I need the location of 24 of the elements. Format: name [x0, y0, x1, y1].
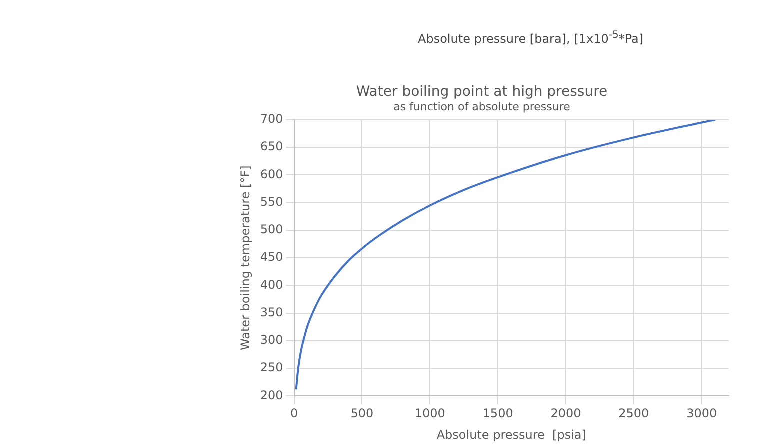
- y-tick-label: 400: [260, 278, 284, 292]
- chart-subtitle: as function of absolute pressure: [394, 100, 571, 114]
- x-axis-title: Absolute pressure [psia]: [436, 428, 586, 442]
- x-tick-label: 1500: [482, 406, 514, 421]
- y-tick-label: 300: [260, 333, 284, 348]
- x-tick-label: 500: [350, 406, 374, 421]
- x-tick-label: 2000: [550, 406, 582, 421]
- line-series: [295, 120, 716, 391]
- y-tick-label: 500: [260, 222, 284, 237]
- x-tick-label: 1000: [414, 406, 446, 421]
- y-tick-label: 450: [260, 250, 284, 264]
- x-tick-label: 3000: [686, 406, 718, 421]
- x-tick-label: 0: [290, 406, 298, 421]
- y-axis-title: Water boiling temperature [°F]: [238, 166, 252, 350]
- y-tick-label: 650: [260, 140, 284, 154]
- y-tick-label: 700: [260, 112, 284, 126]
- x-tick-label: 2500: [618, 406, 650, 421]
- y-tick-label: 600: [260, 167, 284, 182]
- y-tick-label: 550: [260, 194, 284, 209]
- y-tick-label: 250: [260, 360, 284, 375]
- y-tick-label: 200: [260, 388, 284, 402]
- text: Absolute pressure [bara], [1x10$^{-5}$*Pa]: [418, 30, 644, 46]
- chart-title: Water boiling point at high pressure: [356, 84, 608, 100]
- y-tick-label: 350: [260, 305, 284, 320]
